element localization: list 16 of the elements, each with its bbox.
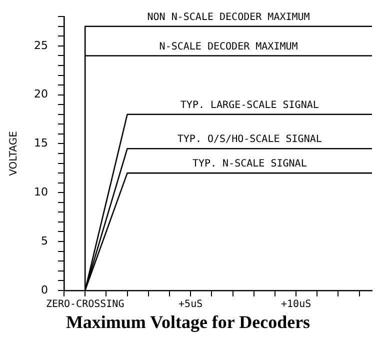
x-tick-label: ZERO-CROSSING <box>46 298 124 310</box>
y-tick-label: 20 <box>34 88 48 101</box>
x-tick-label: +10uS <box>281 298 312 310</box>
y-tick-label: 15 <box>34 136 48 150</box>
series-label: TYP. LARGE-SCALE SIGNAL <box>180 100 319 111</box>
y-tick-label: 5 <box>40 234 48 248</box>
y-tick-label: 0 <box>40 283 48 296</box>
series-label: TYP. N-SCALE SIGNAL <box>192 158 307 170</box>
y-tick-label: 10 <box>34 185 48 198</box>
text: Maximum Voltage for Decoders <box>66 312 310 332</box>
series-label: NON N-SCALE DECODER MAXIMUM <box>147 12 310 23</box>
x-tick-label: +5uS <box>178 298 203 310</box>
y-axis-title: VOLTAGE <box>8 131 20 176</box>
series-label: TYP. O/S/HO-SCALE SIGNAL <box>177 134 322 146</box>
y-tick-label: 25 <box>34 38 48 52</box>
series-label: N-SCALE DECODER MAXIMUM <box>159 41 298 52</box>
